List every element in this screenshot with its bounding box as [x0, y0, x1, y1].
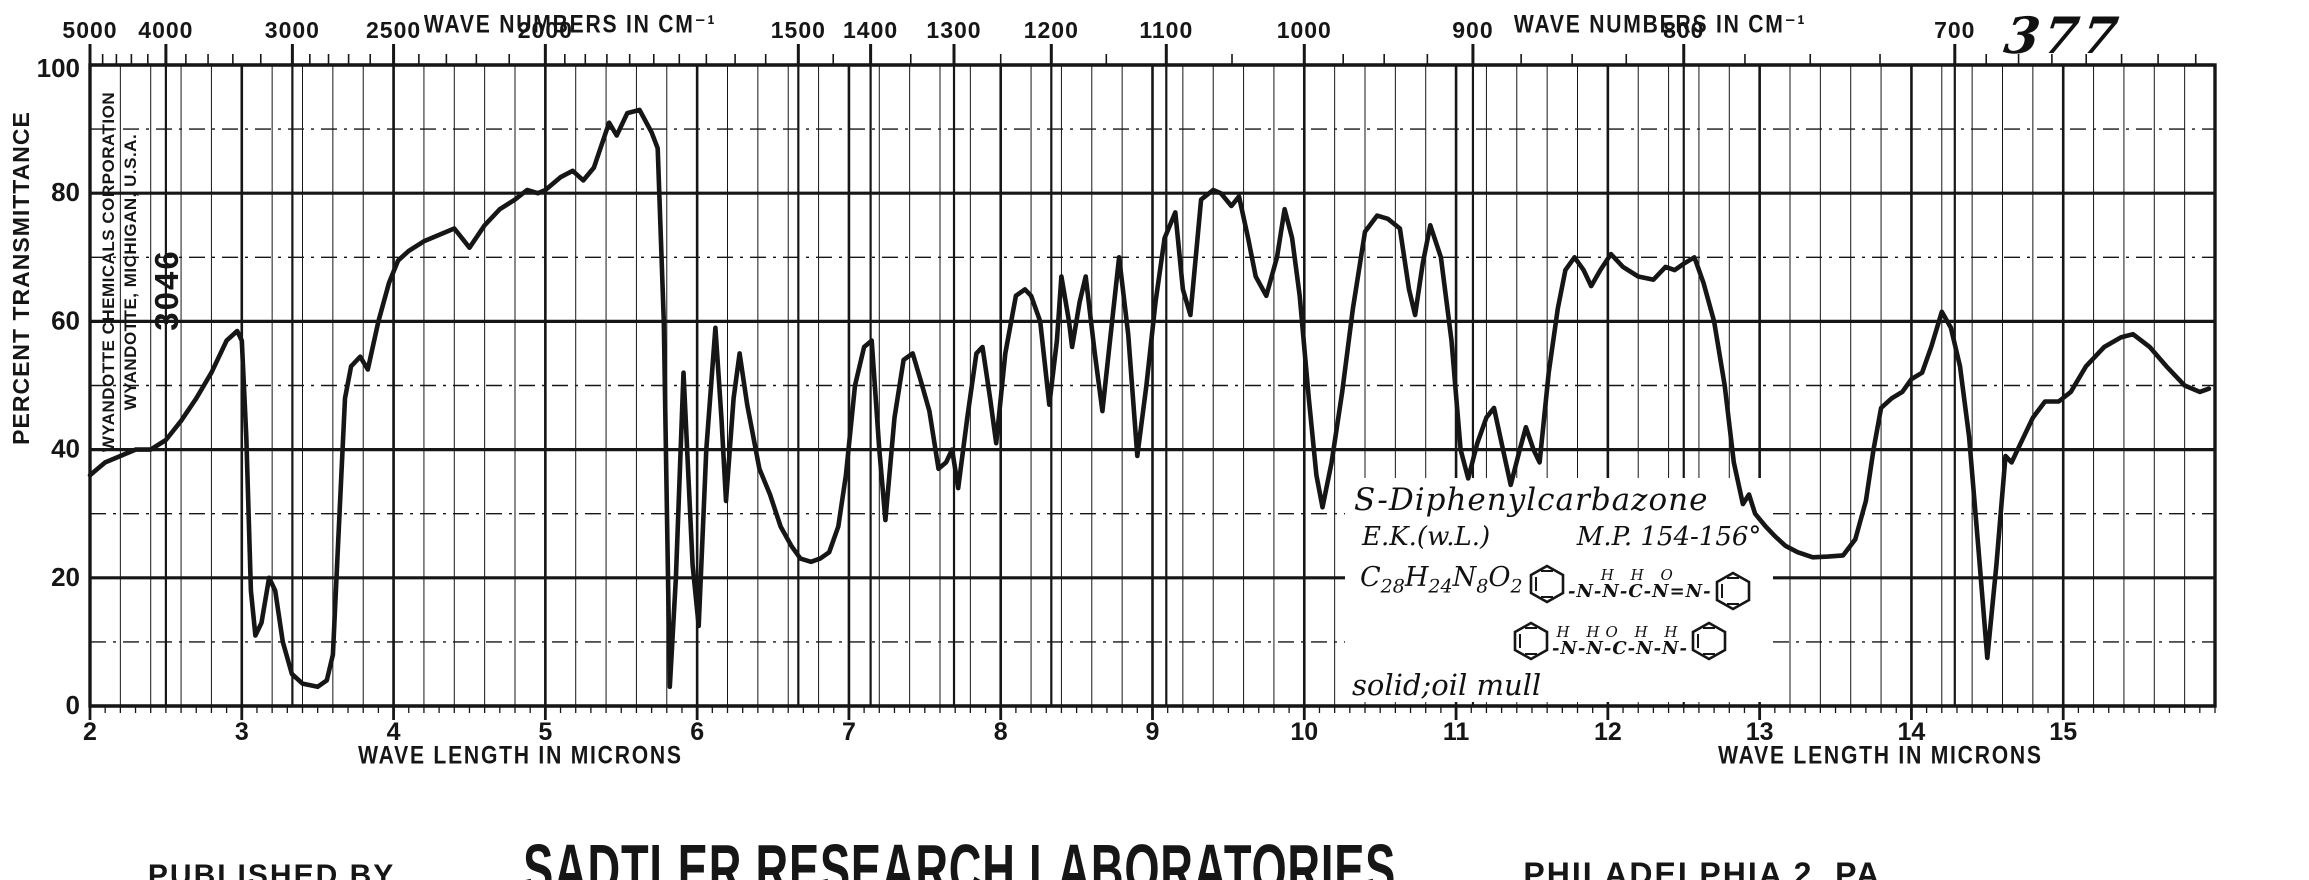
svg-text:12: 12	[1594, 718, 1622, 746]
svg-text:9: 9	[1146, 718, 1160, 746]
svg-text:10: 10	[1290, 718, 1318, 746]
annotation-source-mp: E.K.(w.L.) M.P. 154-156°	[1362, 522, 1761, 552]
y-axis-title: PERCENT TRANSMITTANCE	[8, 111, 34, 445]
svg-text:5: 5	[538, 718, 552, 746]
bottom-axis-title-left: WAVE LENGTH IN MICRONS	[357, 741, 683, 770]
annotation-sample-form: solid;oil mull	[1352, 668, 1542, 702]
svg-text:60: 60	[51, 305, 80, 335]
supplier-stamp: WYANDOTTE CHEMICALS CORPORATION WYANDOTT…	[98, 72, 142, 472]
supplier-stamp-line1: WYANDOTTE CHEMICALS CORPORATION	[99, 91, 118, 453]
svg-text:7: 7	[842, 718, 856, 746]
benzene-ring-icon	[1529, 564, 1565, 604]
svg-text:1300: 1300	[926, 17, 981, 43]
svg-text:900: 900	[1452, 17, 1493, 43]
top-axis-title-right: WAVE NUMBERS IN CM⁻¹	[1513, 10, 1807, 39]
structure1-hydrogens: H H O	[1600, 565, 1679, 584]
benzene-ring-icon	[1691, 621, 1727, 661]
svg-text:8: 8	[994, 718, 1008, 746]
svg-text:6: 6	[690, 718, 704, 746]
svg-text:2000: 2000	[518, 17, 573, 43]
footer-published-by: PUBLISHED BY	[147, 859, 396, 880]
footer-publisher-name: SADTLER RESEARCH LABORATORIES	[522, 830, 1396, 880]
structure2-chain: -N-N-C-N-N-	[1552, 637, 1688, 659]
svg-text:5000: 5000	[62, 17, 117, 43]
benzene-ring-icon	[1513, 621, 1549, 661]
annotation-compound-name: S-Diphenylcarbazone	[1354, 482, 1709, 518]
svg-text:1500: 1500	[771, 17, 826, 43]
annotation-melting-point: M.P. 154-156°	[1576, 522, 1762, 552]
svg-text:1100: 1100	[1139, 17, 1193, 43]
svg-text:1200: 1200	[1024, 17, 1079, 43]
svg-text:2500: 2500	[366, 17, 421, 43]
structure-diagram-1: H H O -N-N-C-N=N-	[1528, 556, 1752, 612]
spectrum-number: 377	[2000, 6, 2126, 65]
benzene-ring-icon	[1715, 571, 1750, 611]
annotation-formula: C28H24N8O2	[1360, 562, 1523, 598]
svg-text:15: 15	[2049, 718, 2077, 746]
svg-text:14: 14	[1898, 718, 1926, 746]
svg-text:11: 11	[1443, 718, 1470, 746]
structure-diagram-2: H HO H H -N-N-C-N-N-	[1512, 620, 1728, 662]
svg-text:2: 2	[83, 718, 97, 746]
svg-text:700: 700	[1934, 17, 1975, 43]
bottom-axis-title-right: WAVE LENGTH IN MICRONS	[1717, 741, 2043, 770]
svg-text:800: 800	[1663, 17, 1704, 43]
svg-text:3: 3	[235, 718, 249, 746]
svg-text:4: 4	[387, 718, 401, 746]
svg-text:1400: 1400	[843, 17, 898, 43]
svg-text:20: 20	[51, 562, 80, 592]
supplier-stamp-number: 3046	[148, 249, 185, 331]
svg-text:0: 0	[66, 690, 80, 720]
structure1-chain: -N-N-C-N=N-	[1568, 580, 1712, 602]
supplier-stamp-line2: WYANDOTTE, MICHIGAN, U.S.A.	[121, 133, 140, 411]
svg-text:1000: 1000	[1277, 17, 1332, 43]
structure2-hydrogens: H HO H H	[1556, 622, 1684, 641]
annotation-source: E.K.(w.L.)	[1362, 522, 1491, 552]
footer-location: PHILADELPHIA 2, PA.	[1523, 856, 1893, 880]
top-axis-title-left: WAVE NUMBERS IN CM⁻¹	[423, 10, 717, 39]
svg-text:4000: 4000	[138, 17, 193, 43]
svg-text:13: 13	[1746, 718, 1774, 746]
svg-text:80: 80	[51, 177, 80, 207]
svg-text:100: 100	[37, 53, 80, 83]
svg-text:3000: 3000	[265, 17, 320, 43]
svg-text:40: 40	[51, 434, 80, 464]
publisher-footer: PUBLISHED BY SADTLER RESEARCH LABORATORI…	[0, 830, 2040, 880]
